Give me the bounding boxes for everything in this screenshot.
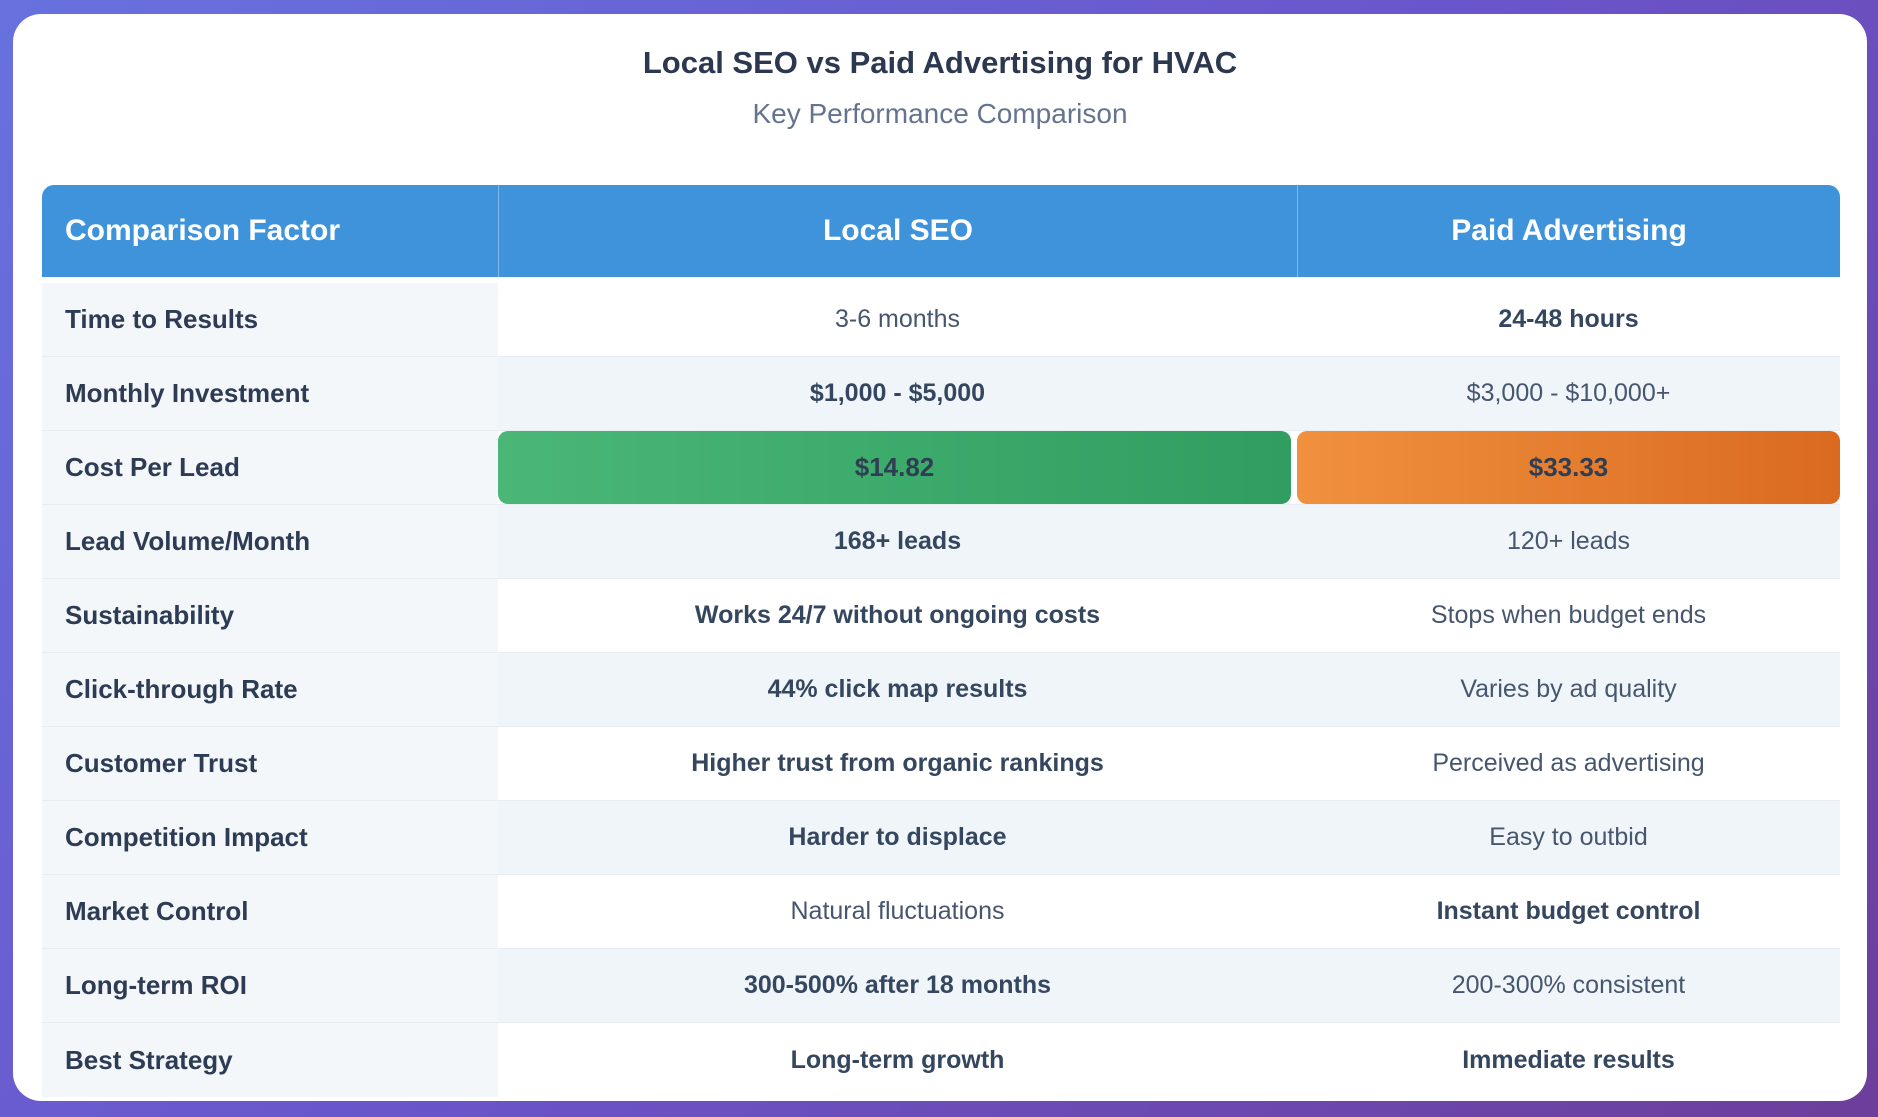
table-row: Customer Trust Higher trust from organic …: [42, 727, 1840, 801]
page-title: Local SEO vs Paid Advertising for HVAC: [642, 45, 1238, 80]
column-header-comparison-factor: Comparison Factor: [65, 214, 341, 247]
local-seo-cell: Harder to displace: [498, 801, 1297, 874]
paid-advertising-cell: $33.33: [1297, 431, 1840, 504]
table-header: Comparison Factor Local SEO Paid Adverti…: [42, 185, 1840, 277]
cost-bar-value: $14.82: [854, 452, 935, 482]
table-row: Competition Impact Harder to displace Easy…: [42, 801, 1840, 875]
page-subtitle: Key Performance Comparison: [752, 98, 1128, 129]
column-header-local-seo: Local SEO: [498, 185, 1297, 277]
paid-advertising-cell: Varies by ad quality: [1297, 653, 1840, 726]
factor-cell: Time to Results: [42, 283, 498, 356]
table-row: Monthly Investment $1,000 - $5,000 $3,000 …: [42, 357, 1840, 431]
table-row: Best Strategy Long-term growth Immediate r…: [42, 1023, 1840, 1097]
paid-advertising-cell: Easy to outbid: [1297, 801, 1840, 874]
table-row: Click-through Rate 44% click map results V…: [42, 653, 1840, 727]
comparison-card: Local SEO vs Paid Advertising for HVAC K…: [13, 14, 1867, 1101]
paid-advertising-cell: Instant budget control: [1436, 897, 1701, 925]
local-seo-cell: 168+ leads: [498, 505, 1297, 578]
factor-cell: Sustainability: [42, 579, 498, 652]
paid-advertising-cell: 200-300% consistent: [1297, 949, 1840, 1022]
local-seo-cell: 300-500% after 18 months: [498, 949, 1297, 1022]
local-seo-cell: 44% click map results: [498, 653, 1297, 726]
local-seo-cell: Works 24/7 without ongoing costs: [694, 601, 1101, 629]
factor-cell: Click-through Rate: [42, 653, 498, 726]
green-cost-bar: $14.82: [498, 431, 1291, 504]
paid-advertising-cell: 24-48 hours: [1498, 305, 1639, 333]
paid-advertising-cell: Immediate results: [1462, 1045, 1675, 1074]
column-header-paid-advertising: Paid Advertising: [1297, 185, 1840, 277]
local-seo-cell: Long-term growth: [790, 1045, 1005, 1074]
local-seo-cell: $1,000 - $5,000: [498, 357, 1297, 430]
local-seo-cell: Natural fluctuations: [790, 897, 1005, 925]
comparison-table: Comparison Factor Local SEO Paid Adverti…: [42, 185, 1840, 1097]
local-seo-cell: 3-6 months: [834, 305, 961, 333]
table-row: Cost Per Lead $14.82 $33.33: [42, 431, 1840, 505]
factor-cell: Long-term ROI: [42, 949, 498, 1022]
cost-bar-value: $33.33: [1528, 452, 1609, 482]
paid-advertising-cell: Perceived as advertising: [1432, 749, 1705, 777]
orange-cost-bar: $33.33: [1297, 431, 1840, 504]
paid-advertising-cell: $3,000 - $10,000+: [1297, 357, 1840, 430]
paid-advertising-cell: 120+ leads: [1297, 505, 1840, 578]
table-row: Market Control Natural fluctuations Instan…: [42, 875, 1840, 949]
factor-cell: Monthly Investment: [42, 357, 498, 430]
factor-cell: Competition Impact: [42, 801, 498, 874]
table-body: Time to Results 3-6 months 24-48 hours Mont…: [42, 283, 1840, 1097]
local-seo-cell: Higher trust from organic rankings: [691, 749, 1104, 777]
paid-advertising-cell: Stops when budget ends: [1430, 601, 1707, 629]
factor-cell: Cost Per Lead: [42, 431, 498, 504]
table-row: Long-term ROI 300-500% after 18 months 200…: [42, 949, 1840, 1023]
table-row: Time to Results 3-6 months 24-48 hours: [42, 283, 1840, 357]
factor-cell: Best Strategy: [42, 1023, 498, 1097]
factor-cell: Lead Volume/Month: [42, 505, 498, 578]
factor-cell: Market Control: [42, 875, 498, 948]
factor-cell: Customer Trust: [42, 727, 498, 800]
table-row: Lead Volume/Month 168+ leads 120+ leads: [42, 505, 1840, 579]
local-seo-cell: $14.82: [498, 431, 1297, 504]
table-row: Sustainability Works 24/7 without ongoing…: [42, 579, 1840, 653]
